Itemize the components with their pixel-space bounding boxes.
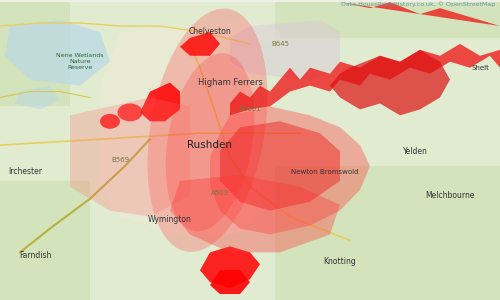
Polygon shape	[5, 20, 110, 86]
Polygon shape	[230, 2, 500, 115]
Polygon shape	[275, 166, 500, 300]
Polygon shape	[275, 2, 500, 38]
Text: B569: B569	[111, 157, 129, 163]
Polygon shape	[200, 246, 260, 288]
Polygon shape	[100, 20, 280, 235]
Text: Chelveston: Chelveston	[188, 28, 232, 37]
Polygon shape	[330, 50, 450, 115]
Polygon shape	[15, 85, 60, 109]
Polygon shape	[170, 175, 340, 252]
Text: Rushden: Rushden	[188, 140, 232, 150]
Text: Irchester: Irchester	[8, 167, 42, 176]
Text: Knotting: Knotting	[324, 257, 356, 266]
Polygon shape	[210, 106, 370, 235]
Polygon shape	[0, 2, 70, 106]
Text: Higham Ferrers: Higham Ferrers	[198, 78, 262, 87]
Text: Yelden: Yelden	[402, 147, 427, 156]
Polygon shape	[140, 82, 180, 121]
Text: B645: B645	[271, 41, 289, 47]
Polygon shape	[0, 181, 90, 300]
Text: Wymington: Wymington	[148, 215, 192, 224]
Text: Nene Wetlands
Nature
Reserve: Nene Wetlands Nature Reserve	[56, 53, 104, 70]
Ellipse shape	[166, 53, 254, 231]
Text: Newton Bromswold: Newton Bromswold	[291, 169, 359, 175]
Text: Data HousePriceHistory.co.uk, © OpenStreetMap: Data HousePriceHistory.co.uk, © OpenStre…	[341, 1, 495, 7]
Polygon shape	[220, 121, 340, 211]
Text: Shelt: Shelt	[471, 65, 489, 71]
Text: A509: A509	[211, 190, 229, 196]
Polygon shape	[230, 20, 340, 80]
Text: Farndish: Farndish	[19, 251, 51, 260]
Text: A6001: A6001	[238, 106, 262, 112]
Polygon shape	[70, 98, 190, 217]
Polygon shape	[210, 270, 250, 294]
Ellipse shape	[100, 114, 120, 129]
Ellipse shape	[148, 9, 268, 252]
Ellipse shape	[118, 103, 142, 121]
Text: Melchbourne: Melchbourne	[425, 191, 475, 200]
Polygon shape	[180, 32, 220, 56]
